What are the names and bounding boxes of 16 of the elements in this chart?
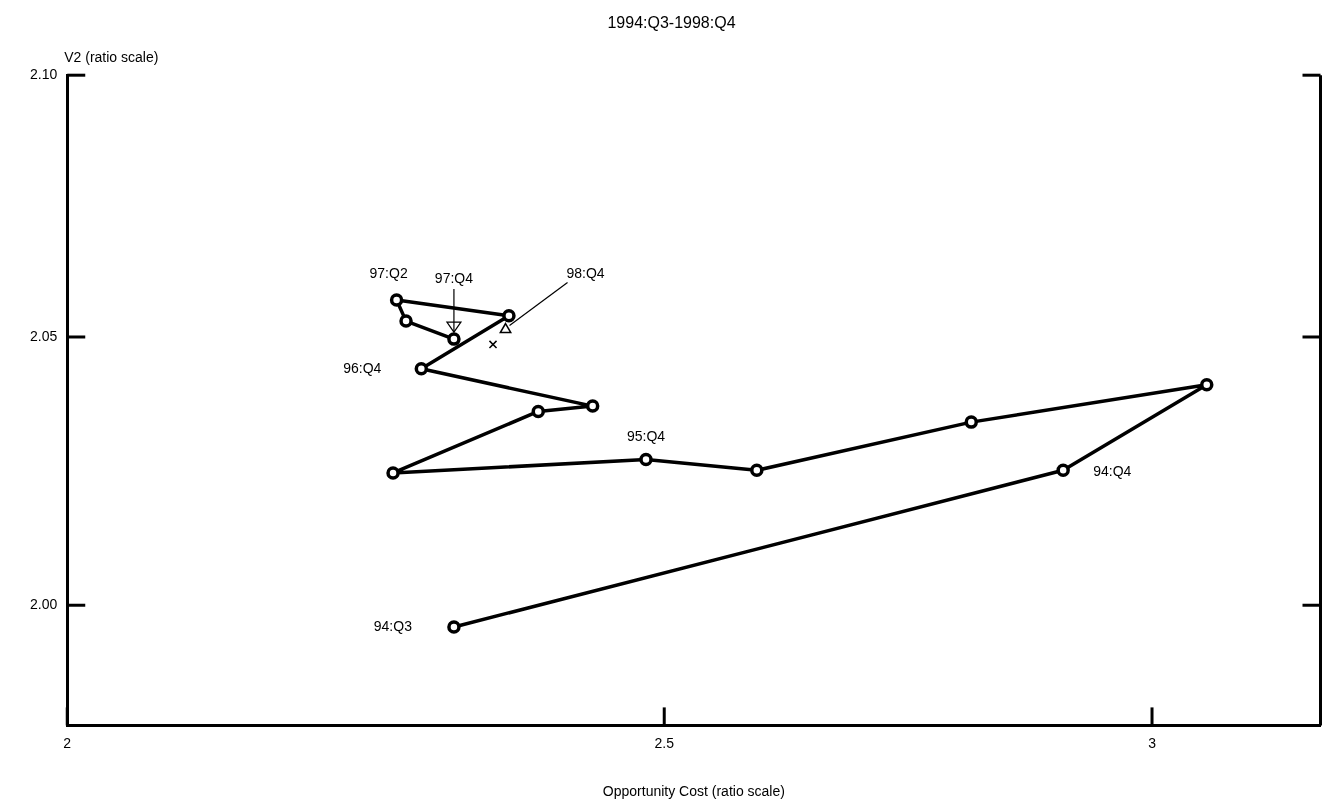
chart-title: 1994:Q3-1998:Q4 — [607, 14, 736, 32]
x-tick-label: 3 — [1148, 734, 1157, 751]
y-tick-label: 2.00 — [30, 596, 58, 613]
y-tick-label: 2.10 — [30, 66, 58, 83]
annotation: 95:Q4 — [626, 428, 666, 445]
annotation: 97:Q4 — [434, 269, 474, 286]
annotation: 98:Q4 — [566, 265, 605, 282]
annotation: 94:Q3 — [373, 617, 413, 634]
annotation: 97:Q2 — [369, 264, 408, 281]
annotation: 94:Q4 — [1093, 463, 1132, 480]
x-tick-label: 2 — [63, 734, 72, 751]
annotation: 96:Q4 — [343, 359, 382, 376]
x-axis-title: Opportunity Cost (ratio scale) — [602, 783, 785, 800]
y-tick-label: 2.05 — [30, 327, 58, 344]
y-axis-title: V2 (ratio scale) — [64, 49, 159, 66]
x-tick-label: 2.5 — [654, 734, 675, 751]
